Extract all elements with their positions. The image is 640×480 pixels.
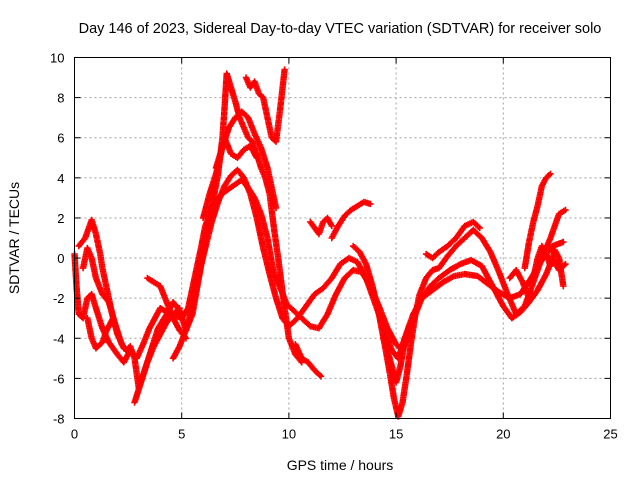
series-track-10: [242, 66, 288, 145]
tick-labels-layer: 0 5 10 15 20 25 -8 -6 -4 -2 0 2 4 6 8 10: [50, 51, 618, 442]
data-point: [547, 170, 554, 178]
y-tick-label: 0: [57, 251, 64, 266]
series-track-15: [380, 323, 413, 386]
y-tick-label: 8: [57, 91, 64, 106]
y-tick-label: -8: [53, 412, 65, 427]
ticks-layer: [74, 57, 611, 419]
data-point: [317, 373, 325, 380]
y-axis-label: SDTVAR / TECUs: [6, 182, 22, 294]
data-point: [328, 222, 335, 230]
series-track-17: [521, 170, 554, 272]
data-point: [253, 154, 260, 161]
y-tick-label: 4: [57, 171, 64, 186]
x-tick-label: 20: [496, 427, 510, 442]
data-point: [405, 323, 413, 330]
x-tick-label: 10: [282, 427, 296, 442]
x-tick-label: 15: [389, 427, 403, 442]
y-tick-label: 10: [50, 51, 64, 66]
series-track-19: [506, 266, 533, 302]
series-track-13: [328, 198, 374, 242]
data-point: [281, 66, 288, 73]
y-tick-label: 6: [57, 131, 64, 146]
chart-title: Day 146 of 2023, Sidereal Day-to-day VTE…: [79, 21, 602, 37]
series-track-6: [131, 304, 183, 406]
data-point: [109, 315, 117, 322]
data-point: [525, 294, 533, 302]
y-tick-label: -2: [53, 291, 65, 306]
x-axis-label: GPS time / hours: [287, 457, 394, 473]
x-tick-label: 0: [71, 427, 78, 442]
data-point: [560, 238, 567, 246]
grid-layer: [74, 57, 611, 419]
series-track-9: [212, 134, 260, 172]
data-point: [176, 304, 183, 312]
data-point: [560, 282, 567, 290]
y-tick-label: -4: [53, 331, 65, 346]
data-marks-layer: [71, 66, 569, 420]
series-track-4: [84, 315, 117, 352]
series-track-12: [307, 214, 335, 238]
series-track-18: [530, 242, 567, 290]
data-point: [476, 224, 483, 232]
data-point: [120, 345, 128, 352]
data-point: [367, 200, 374, 208]
series-track-8: [199, 108, 280, 222]
data-point: [272, 204, 280, 212]
y-tick-label: -6: [53, 371, 65, 386]
series-track-1: [71, 176, 569, 366]
x-tick-label: 25: [603, 427, 617, 442]
x-tick-label: 5: [178, 427, 185, 442]
series-track-16: [422, 218, 483, 262]
data-point: [475, 223, 482, 230]
data-point: [175, 306, 182, 313]
series-track-11: [292, 341, 325, 380]
data-point: [316, 371, 323, 379]
data-point: [562, 260, 569, 268]
y-tick-label: 2: [57, 211, 64, 226]
data-point: [562, 206, 569, 214]
plot-frame: [74, 57, 611, 419]
